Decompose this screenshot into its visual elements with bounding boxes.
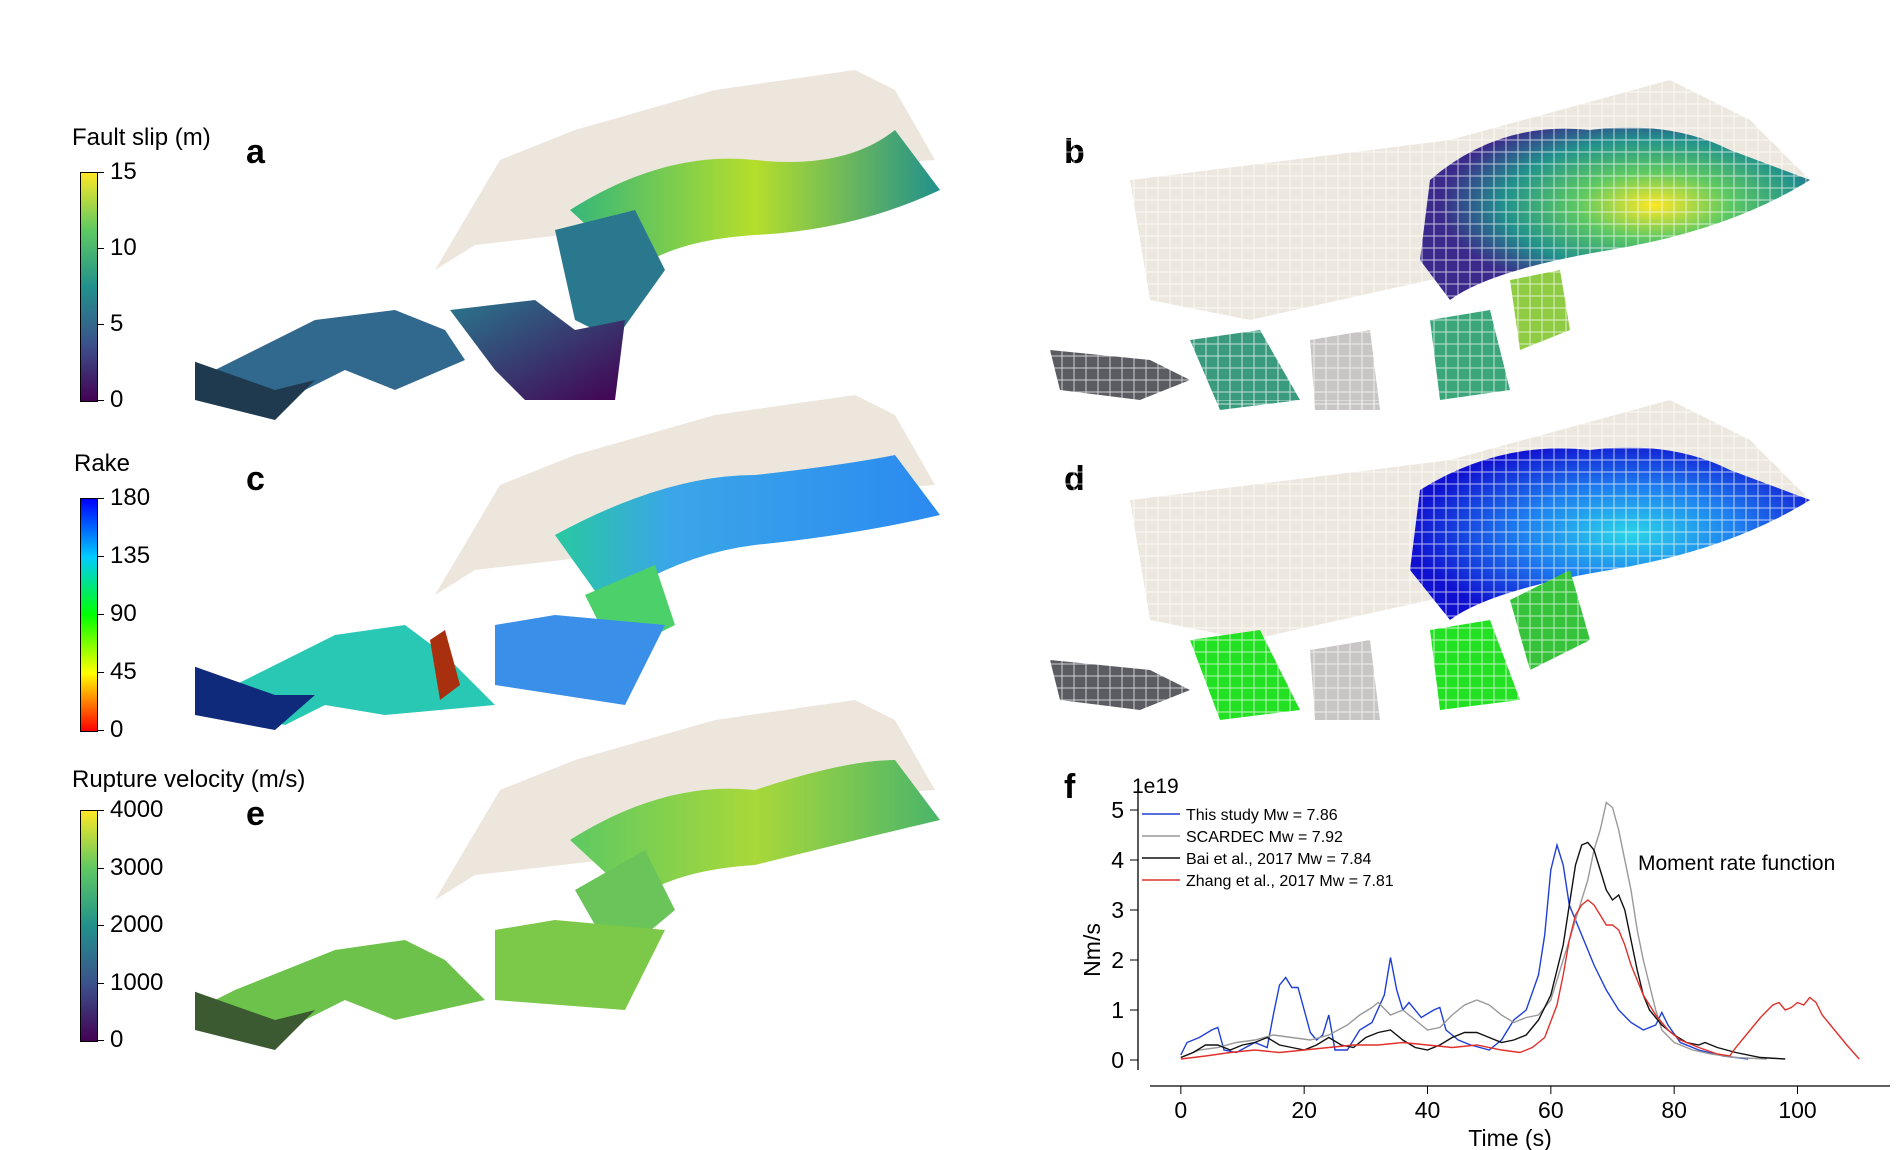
fault-segment-main [570, 760, 940, 900]
colorbar-rake-title: Rake [74, 450, 131, 477]
colorbar-tick-label: 15 [110, 158, 137, 185]
chart-legend: This study Mw = 7.86 SCARDEC Mw = 7.92 Bai… [1142, 807, 1394, 890]
colorbar-tick-mark [98, 498, 104, 499]
fault-segment-red [430, 630, 460, 700]
series-line-1 [1180, 801, 1767, 1060]
colorbar-tick-mark [98, 614, 104, 615]
colorbar-velocity-title: Rupture velocity (m/s) [72, 766, 306, 793]
y-tick-label: 5 [1111, 797, 1124, 823]
colorbar-tick-mark [98, 672, 104, 673]
legend-label-2: Bai et al., 2017 Mw = 7.84 [1186, 851, 1372, 868]
y-tick-label: 2 [1111, 947, 1124, 973]
colorbar-tick-mark [98, 248, 104, 249]
x-tick-label: 20 [1291, 1097, 1317, 1123]
colorbar-tick-label: 1000 [110, 968, 164, 996]
colorbar-tick-label: 4000 [110, 796, 164, 823]
colorbar-tick-mark [98, 730, 104, 731]
fault-segment-west [195, 940, 485, 1030]
colorbar-tick-mark [98, 324, 104, 325]
x-axis-label: Time (s) [1468, 1125, 1551, 1150]
panel-letter-e: e [246, 795, 265, 833]
subfault-rake-model [1050, 400, 1830, 760]
colorbar-tick-label: 45 [110, 658, 137, 685]
fault-segment-tail [195, 666, 315, 730]
x-tick-label: 80 [1661, 1097, 1687, 1123]
fault-segment-mid [495, 920, 665, 1010]
chart-title: Moment rate function [1638, 852, 1835, 875]
series-line-0 [1180, 842, 1749, 1060]
colorbar-tick-label: 10 [110, 234, 137, 261]
subfault-slip-model [1050, 80, 1830, 440]
colorbar-tick-label: 0 [110, 386, 124, 413]
y-axis-label: Nm/s [1079, 923, 1105, 977]
y-tick-label: 0 [1111, 1047, 1124, 1073]
x-tick-label: 60 [1538, 1097, 1564, 1123]
series-line-3 [1180, 899, 1860, 1060]
legend-label-3: Zhang et al., 2017 Mw = 7.81 [1186, 873, 1394, 890]
colorbar-tick-label: 2000 [110, 911, 164, 938]
x-tick-label: 40 [1415, 1097, 1441, 1123]
panel-letter-c: c [246, 460, 265, 498]
series-line-2 [1180, 841, 1786, 1060]
colorbar-tick-label: 135 [110, 542, 151, 569]
panel-letter-a: a [246, 133, 265, 171]
y-tick-label: 1 [1111, 997, 1124, 1023]
colorbar-tick-mark [98, 1040, 104, 1041]
rupture-velocity-3d-view [195, 700, 940, 1050]
legend-label-1: SCARDEC Mw = 7.92 [1186, 829, 1343, 846]
colorbar-velocity [80, 810, 98, 1042]
x-tick-label: 100 [1778, 1097, 1816, 1123]
x-tick-label: 0 [1174, 1097, 1187, 1123]
fault-segment-tail [195, 361, 315, 420]
colorbar-tick-mark [98, 982, 104, 984]
colorbar-tick-label: 0 [110, 716, 124, 743]
colorbar-slip [80, 172, 98, 402]
colorbar-tick-mark [98, 172, 104, 173]
colorbar-rake [80, 498, 98, 732]
colorbar-tick-mark [98, 925, 104, 926]
legend-label-0: This study Mw = 7.86 [1186, 807, 1338, 824]
colorbar-slip-title: Fault slip (m) [72, 124, 211, 151]
colorbar-tick-mark [98, 400, 104, 401]
rake-3d-view [195, 395, 940, 730]
chart-series [1180, 801, 1860, 1060]
fault-segment-main [570, 130, 940, 270]
y-offset-label: 1e19 [1132, 775, 1179, 798]
colorbar-tick-label: 0 [110, 1026, 124, 1053]
colorbar-tick-label: 180 [110, 484, 151, 511]
colorbar-tick-label: 90 [110, 600, 137, 627]
colorbar-tick-label: 5 [110, 310, 124, 337]
fault-segment-bend [555, 210, 665, 340]
fault-segment-west [195, 310, 465, 400]
fault-slip-3d-view [195, 70, 940, 420]
y-tick-label: 3 [1111, 897, 1124, 923]
colorbar-tick-mark [98, 867, 104, 869]
fault-segment-tail [195, 991, 315, 1050]
fault-segment-mid [450, 300, 625, 400]
colorbar-tick-mark [98, 810, 104, 811]
colorbar-tick-label: 3000 [110, 853, 164, 881]
fault-segment-mid [495, 615, 665, 705]
colorbar-tick-mark [98, 556, 104, 557]
chart-axes: 0 20 40 60 80 100 0 1 2 3 4 5 [1111, 790, 1890, 1123]
panel-letter-f: f [1064, 768, 1076, 806]
y-tick-label: 4 [1111, 847, 1124, 873]
moment-rate-chart: 0 20 40 60 80 100 0 1 2 3 4 5 This study Mw = 7.86 S… [1079, 775, 1890, 1150]
